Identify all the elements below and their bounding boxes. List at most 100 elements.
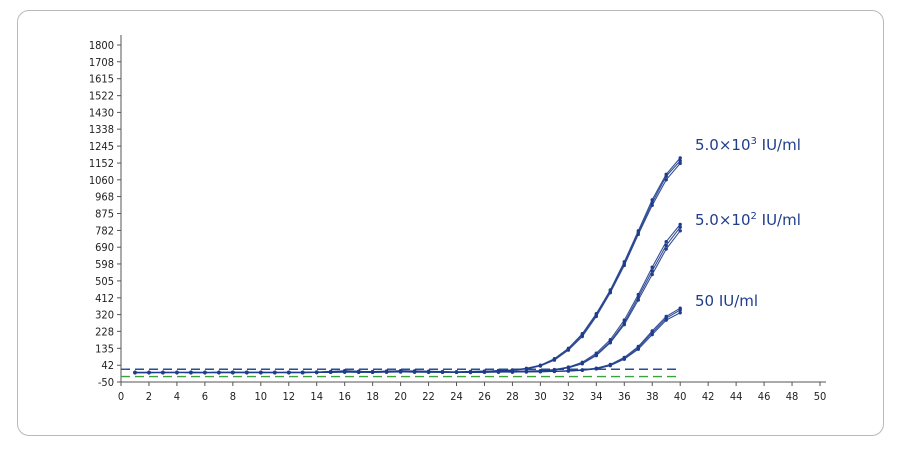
series-3-replicate-2-line: [134, 307, 681, 374]
series-3-point: [496, 370, 501, 374]
series-1-point: [664, 174, 668, 178]
series-2-point: [664, 240, 668, 244]
y-tick-label: 782: [95, 224, 114, 237]
series-3-point: [161, 370, 165, 375]
y-tick-label: 135: [95, 342, 114, 355]
series-3-point: [259, 371, 263, 375]
x-tick-label: 8: [230, 390, 236, 403]
y-tick-label: 412: [95, 292, 114, 305]
y-tick-label: 505: [95, 275, 114, 288]
series-3-point: [398, 370, 403, 374]
series-2-point: [678, 222, 682, 227]
series-2-point: [608, 339, 612, 344]
series-3-point: [664, 316, 668, 320]
x-tick-label: 48: [786, 390, 799, 403]
x-tick-label: 12: [282, 390, 295, 403]
series-3-point: [357, 370, 361, 374]
series-3-point: [482, 370, 487, 374]
series-3-replicate-1-line: [134, 312, 681, 374]
x-tick-label: 24: [450, 390, 463, 403]
x-tick-label: 46: [758, 390, 771, 403]
series-3-point: [370, 370, 375, 374]
series-1-point: [636, 230, 640, 235]
x-tick-label: 34: [590, 390, 603, 403]
series-2-point: [664, 243, 668, 248]
x-tick-label: 44: [730, 390, 743, 403]
x-tick-label: 32: [562, 390, 575, 403]
y-tick-label: 1708: [89, 56, 114, 69]
series-2-point: [636, 295, 640, 299]
series-2-point: [622, 321, 626, 325]
y-tick-label: 1522: [89, 90, 114, 103]
series-2-point: [678, 229, 682, 233]
y-tick-label: 1060: [89, 174, 114, 187]
y-tick-label: 875: [95, 208, 114, 221]
series-3-point: [273, 370, 277, 375]
x-tick-label: 16: [338, 390, 351, 403]
series-1-point: [678, 159, 682, 163]
series-3-point: [538, 369, 543, 374]
series-3-point: [678, 308, 682, 312]
series-2: [133, 222, 682, 375]
series-3-point: [315, 370, 319, 375]
x-tick-label: 38: [646, 390, 659, 403]
series-3-point: [678, 311, 682, 315]
series-2-point: [664, 247, 668, 251]
series-1-point: [524, 367, 529, 371]
series-1-point: [650, 200, 654, 205]
series-3-point: [468, 370, 473, 375]
y-tick-label: 1338: [89, 123, 114, 136]
series-3-point: [426, 370, 431, 374]
x-tick-label: 6: [202, 390, 208, 403]
series-3: [133, 306, 682, 375]
series-2-replicate-2-line: [134, 224, 681, 374]
y-tick-label: 1152: [89, 157, 114, 170]
axes: -504213522832041250559869078287596810601…: [89, 35, 826, 403]
series-3-point: [203, 371, 207, 375]
series-3-point: [510, 370, 515, 374]
series-3-point: [384, 370, 389, 374]
y-tick-label: 690: [95, 241, 114, 254]
series-2-point: [566, 365, 571, 370]
series-1-point: [566, 347, 571, 351]
series-3-point: [566, 369, 571, 373]
x-tick-label: 40: [674, 390, 687, 403]
y-tick-label: 228: [95, 325, 114, 338]
x-tick-label: 0: [118, 390, 124, 403]
series-3-point: [287, 370, 291, 374]
series-3-point: [217, 370, 221, 375]
series-1-point: [594, 313, 598, 317]
series-3-point: [189, 370, 193, 375]
x-tick-label: 4: [174, 390, 180, 403]
series-3-point: [175, 370, 179, 375]
y-tick-label: 1800: [89, 39, 114, 52]
x-tick-label: 42: [702, 390, 715, 403]
series-label-2: 5.0×102 IU/ml: [695, 211, 801, 229]
curves: [133, 156, 682, 375]
series-label-3: 50 IU/ml: [695, 292, 758, 310]
series-1-point: [608, 289, 612, 293]
series-1-replicate-2-line: [134, 157, 681, 374]
x-tick-label: 10: [255, 390, 268, 403]
y-tick-label: 42: [101, 359, 114, 372]
series-3-point: [594, 366, 598, 371]
y-tick-label: -50: [98, 376, 114, 389]
series-3-point: [524, 370, 529, 374]
x-tick-label: 22: [422, 390, 435, 403]
x-tick-label: 36: [618, 390, 631, 403]
y-tick-label: 598: [95, 258, 114, 271]
series-1-point: [552, 357, 557, 362]
series-1-replicate-1-line: [134, 163, 681, 374]
series-3-point: [650, 331, 654, 335]
series-1-point: [622, 261, 626, 266]
series-3-point: [412, 370, 417, 374]
series-1-point: [538, 363, 543, 368]
series-3-point: [608, 363, 612, 367]
series-1-replicate-3-line: [134, 160, 681, 374]
series-1: [133, 156, 682, 375]
x-tick-label: 50: [814, 390, 827, 403]
series-3-point: [301, 370, 305, 375]
series-3-point: [147, 370, 151, 374]
series-1-point: [580, 333, 584, 337]
